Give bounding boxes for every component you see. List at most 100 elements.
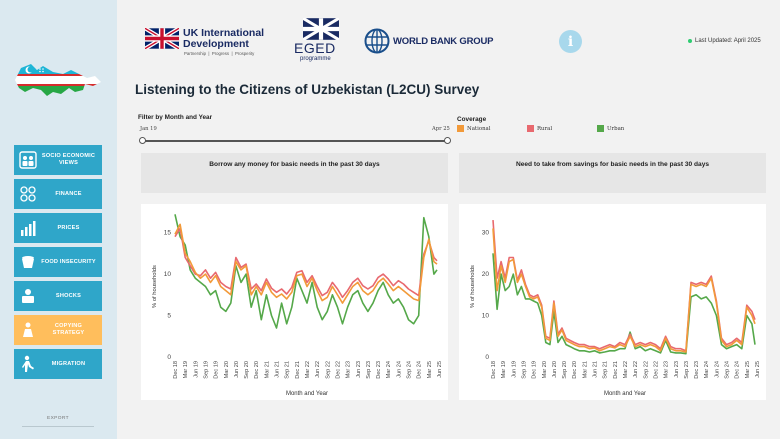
x-tick-label: Dec 18 <box>173 361 179 379</box>
x-tick-label: Dec 21 <box>295 361 301 379</box>
coping-icon <box>17 319 39 341</box>
x-tick-label: Mar 21 <box>264 361 270 378</box>
page-title: Listening to the Citizens of Uzbekistan … <box>135 82 480 97</box>
series-line-national <box>174 223 438 304</box>
series-line-national <box>492 228 756 353</box>
slider-start-handle[interactable] <box>139 137 146 144</box>
socio-economic-icon <box>17 149 39 171</box>
slider-end-label: Apr 25 <box>432 126 450 132</box>
x-tick-label: Dec 22 <box>653 361 659 379</box>
ukid-line1: UK International <box>183 27 265 39</box>
x-tick-label: Dec 24 <box>735 361 741 379</box>
x-tick-label: Mar 20 <box>224 361 230 378</box>
ukid-line2: Development <box>183 38 249 50</box>
x-tick-label: Sep 24 <box>407 361 413 379</box>
x-tick-label: Jun 22 <box>633 361 639 378</box>
x-tick-label: Mar 20 <box>542 361 548 378</box>
eged-sub: programme <box>300 56 331 62</box>
x-tick-label: Sep 20 <box>562 361 568 379</box>
last-updated: Last Updated: April 2025 <box>688 38 761 44</box>
x-tick-label: Mar 19 <box>183 361 189 378</box>
series-line-rural <box>492 220 756 352</box>
legend-label: Rural <box>537 125 553 132</box>
x-tick-label: Sep 19 <box>203 361 209 379</box>
worldbank-name: WORLD BANK GROUP <box>393 36 494 47</box>
x-tick-label: Mar 22 <box>305 361 311 378</box>
x-tick-label: Dec 18 <box>491 361 497 379</box>
nav-food-insecurity[interactable]: FOOD INSECURITY <box>14 247 102 277</box>
ukid-tagline: Partnership | Progress | Prosperity <box>184 51 255 56</box>
globe-icon <box>364 28 390 54</box>
info-icon: i <box>567 33 574 50</box>
x-tick-label: Jun 24 <box>396 361 402 378</box>
x-tick-label: Mar 24 <box>386 361 392 378</box>
nav-label: SHOCKS <box>55 292 82 299</box>
legend-national[interactable]: National <box>457 125 490 132</box>
slider-end-handle[interactable] <box>444 137 451 144</box>
x-tick-label: Jun 21 <box>593 361 599 378</box>
y-tick-label: 20 <box>482 271 490 278</box>
nav-shocks[interactable]: SHOCKS <box>14 281 102 311</box>
x-tick-label: Mar 19 <box>501 361 507 378</box>
legend-swatch <box>527 125 534 132</box>
nav-socio-economic-views[interactable]: SOCIO ECONOMIC VIEWS <box>14 145 102 175</box>
series-line-urban <box>174 214 438 329</box>
legend-urban[interactable]: Urban <box>597 125 624 132</box>
legend-rural[interactable]: Rural <box>527 125 552 132</box>
x-tick-label: Dec 24 <box>417 361 423 379</box>
nav-migration[interactable]: MIGRATION <box>14 349 102 379</box>
chart-savings-svg: 0 10 20 30 % of households Dec 18 Mar 19 Jun 19… <box>470 220 761 397</box>
chart-savings: 0 10 20 30 % of households Dec 18 Mar 19 Jun 19… <box>459 204 766 400</box>
nav-label: MIGRATION <box>51 360 86 367</box>
export-divider <box>22 426 94 427</box>
x-tick-label: Jun 19 <box>511 361 517 378</box>
last-updated-text: Last Updated: April 2025 <box>695 38 761 44</box>
x-tick-label: Jun 24 <box>714 361 720 378</box>
chart-borrow-svg: 0 5 10 15 % of households Dec 18 Mar 19 Jun 19 S… <box>152 214 443 397</box>
x-tick-label: Mar 25 <box>745 361 751 378</box>
x-tick-label: Jun 22 <box>315 361 321 378</box>
series-line-rural <box>174 227 438 299</box>
x-tick-label: Sep 21 <box>603 361 609 379</box>
nav-prices[interactable]: PRICES <box>14 213 102 243</box>
x-tick-label: Jun 25 <box>755 361 761 378</box>
x-tick-label: Dec 20 <box>254 361 260 379</box>
x-tick-label: Sep 22 <box>643 361 649 379</box>
legend-swatch <box>597 125 604 132</box>
y-tick-label: 5 <box>167 313 171 320</box>
x-tick-label: Jun 19 <box>193 361 199 378</box>
x-tick-label: Mar 23 <box>346 361 352 378</box>
y-tick-label: 10 <box>164 271 172 278</box>
sidebar: SOCIO ECONOMIC VIEWS FINANCE PRICES FOOD… <box>0 0 117 439</box>
info-button[interactable]: i <box>559 30 582 53</box>
legend-label: Urban <box>607 125 625 132</box>
nav-copying-strategy[interactable]: COPYING STRATEGY <box>14 315 102 345</box>
x-tick-label: Mar 22 <box>623 361 629 378</box>
food-icon <box>17 251 39 273</box>
finance-icon <box>17 183 39 205</box>
x-tick-label: Dec 20 <box>572 361 578 379</box>
chart-title-savings: Need to take from savings for basic need… <box>459 153 766 193</box>
legend-swatch <box>457 125 464 132</box>
x-tick-label: Dec 19 <box>214 361 220 379</box>
prices-chart-icon <box>17 217 39 239</box>
union-flag-icon <box>145 28 179 49</box>
eged-flag-icon <box>303 18 339 40</box>
y-tick-label: 10 <box>482 313 490 320</box>
uzbekistan-map-icon <box>15 64 101 96</box>
y-axis-label: % of households <box>470 265 476 308</box>
x-tick-label: Dec 21 <box>613 361 619 379</box>
x-tick-label: Sep 21 <box>285 361 291 379</box>
date-range-slider[interactable] <box>142 140 448 142</box>
x-tick-label: Sep 23 <box>366 361 372 379</box>
export-button[interactable]: EXPORT <box>46 416 70 421</box>
x-tick-label: Jun 23 <box>356 361 362 378</box>
nav-finance[interactable]: FINANCE <box>14 179 102 209</box>
x-tick-label: Jun 25 <box>437 361 443 378</box>
y-tick-label: 30 <box>482 230 490 237</box>
x-tick-label: Mar 24 <box>704 361 710 378</box>
y-tick-label: 0 <box>485 354 489 361</box>
y-tick-label: 15 <box>164 230 172 237</box>
x-tick-label: Sep 22 <box>325 361 331 379</box>
x-tick-label: Mar 25 <box>427 361 433 378</box>
